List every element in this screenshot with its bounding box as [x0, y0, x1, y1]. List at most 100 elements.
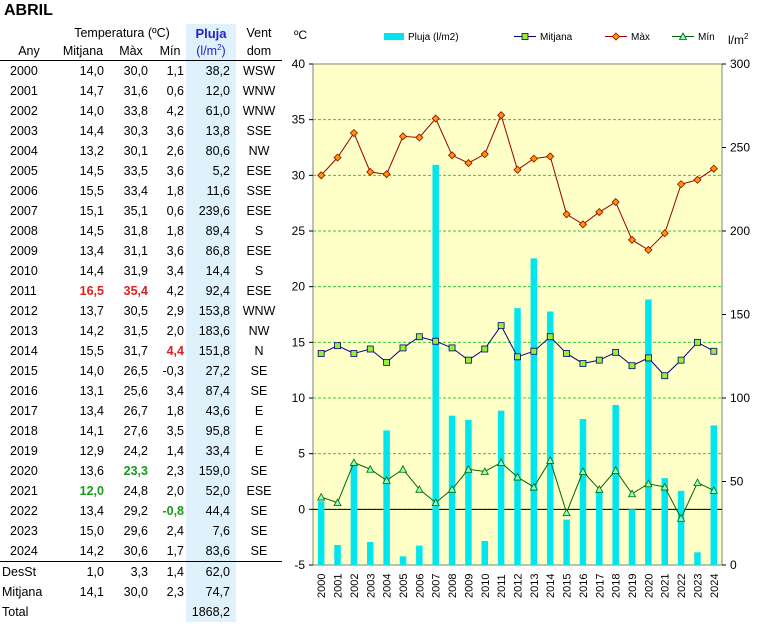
- mean-temp-cell: 14,0: [79, 364, 104, 378]
- table-header-row-1: Temperatura (ºC) Pluja Vent: [0, 24, 282, 42]
- max-temp-cell: 31,6: [123, 84, 148, 98]
- year-cell: 2013: [10, 324, 38, 338]
- rain-cell: 83,6: [186, 541, 236, 562]
- mean-temp-cell: 14,4: [79, 264, 104, 278]
- wind-cell: N: [254, 344, 264, 358]
- max-temp-point: [660, 229, 669, 238]
- min-temp-point: [382, 476, 391, 484]
- mean-temp-point: [530, 347, 538, 355]
- year-cell: 2022: [10, 504, 38, 518]
- wind-cell: ESE: [246, 244, 272, 258]
- rain-cell: 153,8: [186, 301, 236, 321]
- rain-bar: [628, 509, 636, 565]
- max-temp-cell: 29,6: [123, 524, 148, 538]
- rain-unit-header: (l/m2): [186, 42, 236, 61]
- rain-bar: [710, 425, 718, 565]
- rain-cell: 87,4: [186, 381, 236, 401]
- table-row: 2023 15,0 29,6 2,4 7,6 SE: [0, 521, 282, 541]
- wind-header-2: dom: [246, 44, 272, 58]
- max-temp-point: [595, 208, 604, 217]
- max-temp-point: [677, 180, 686, 189]
- min-header: Mín: [159, 44, 181, 58]
- x-tick-label: 2022: [676, 574, 688, 598]
- max-temp-point: [415, 133, 424, 142]
- left-tick-label: -5: [294, 558, 305, 572]
- max-temp-point: [349, 128, 358, 138]
- x-tick-label: 2017: [594, 574, 606, 598]
- rain-bar: [497, 410, 505, 565]
- mean-temp-cell: 14,0: [58, 60, 108, 81]
- wind-cell: ESE: [246, 484, 272, 498]
- table-row: 2021 12,0 24,8 2,0 52,0 ESE: [0, 481, 282, 501]
- max-temp-cell: 24,8: [123, 484, 148, 498]
- rain-bar: [367, 541, 374, 565]
- mean-temp-cell: 12,9: [79, 444, 104, 458]
- max-temp-point: [497, 111, 506, 120]
- x-tick-label: 2018: [611, 574, 623, 598]
- mean-temp-point: [366, 345, 374, 353]
- table-row: 2005 14,5 33,5 3,6 5,2 ESE: [0, 161, 282, 181]
- table-row: 2013 14,2 31,5 2,0 183,6 NW: [0, 321, 282, 341]
- x-tick-label: 2019: [627, 574, 639, 598]
- mean-temp-point: [465, 356, 472, 364]
- max-temp-cell: 30,5: [123, 304, 148, 318]
- min-temp-point: [562, 508, 571, 517]
- x-tick-label: 2002: [349, 574, 361, 598]
- max-temp-cell: 30,3: [123, 124, 148, 138]
- mean-temp-cell: 15,0: [79, 524, 104, 538]
- mean-temp-cell: 14,5: [79, 164, 104, 178]
- min-temp-point: [317, 492, 326, 501]
- max-temp-cell: 25,6: [123, 384, 148, 398]
- mean-temp-cell: 13,6: [79, 464, 104, 478]
- max-temp-cell: 29,2: [123, 504, 148, 518]
- mean-temp-cell: 14,1: [79, 585, 104, 599]
- mean-temp-cell: 14,7: [79, 84, 104, 98]
- right-tick-label: 100: [730, 391, 750, 405]
- mean-temp-cell: 14,1: [79, 424, 104, 438]
- max-temp-cell: 33,4: [123, 184, 148, 198]
- mean-temp-point: [677, 356, 685, 364]
- min-temp-point: [333, 498, 342, 507]
- min-temp-point: [415, 484, 424, 493]
- table-row: 2008 14,5 31,8 1,8 89,4 S: [0, 221, 282, 241]
- min-temp-point: [627, 489, 637, 498]
- left-tick-label: 5: [298, 447, 305, 461]
- wind-cell: NW: [248, 324, 270, 338]
- x-tick-label: 2008: [447, 574, 459, 598]
- rain-cell: 7,6: [186, 521, 236, 541]
- max-temp-cell: 30,0: [108, 60, 154, 81]
- min-temp-cell: 2,3: [166, 464, 184, 478]
- mean-temp-point: [546, 333, 554, 341]
- legend-series-label: Mitjana: [540, 32, 573, 43]
- rain-cell: 92,4: [186, 281, 236, 301]
- min-temp-point: [546, 456, 555, 464]
- mean-temp-point: [694, 338, 701, 346]
- wind-cell: SSE: [246, 124, 272, 138]
- year-cell: 2020: [10, 464, 38, 478]
- min-temp-point: [660, 482, 669, 491]
- max-temp-point: [562, 210, 571, 219]
- max-temp-point: [333, 153, 342, 162]
- rain-header: Pluja: [186, 24, 236, 42]
- max-temp-point: [627, 235, 637, 244]
- mean-temp-cell: 12,0: [79, 484, 104, 498]
- max-temp-point: [611, 197, 620, 207]
- min-temp-cell: 3,5: [166, 424, 184, 438]
- min-temp-point: [578, 467, 588, 475]
- min-temp-cell: 2,4: [166, 524, 184, 538]
- rain-cell: 43,6: [186, 401, 236, 421]
- table-row: 2024 14,2 30,6 1,7 83,6 SE: [0, 541, 282, 562]
- right-axis-title: l/m2: [728, 32, 749, 47]
- table-row: 2018 14,1 27,6 3,5 95,8 E: [0, 421, 282, 441]
- max-temp-cell: 33,8: [123, 104, 148, 118]
- max-temp-cell: 31,1: [123, 244, 148, 258]
- x-tick-label: 2001: [333, 574, 345, 598]
- table-row: 2006 15,5 33,4 1,8 11,6 SSE: [0, 181, 282, 201]
- rain-bar: [481, 540, 489, 565]
- wind-cell: ESE: [246, 164, 272, 178]
- min-temp-cell: [154, 602, 186, 622]
- min-temp-point: [464, 464, 473, 473]
- mean-temp-point: [710, 347, 718, 355]
- mean-header: Mitjana: [62, 44, 104, 58]
- rain-cell: 38,2: [186, 60, 236, 81]
